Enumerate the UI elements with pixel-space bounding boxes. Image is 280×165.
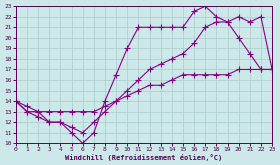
X-axis label: Windchill (Refroidissement éolien,°C): Windchill (Refroidissement éolien,°C)	[65, 154, 223, 161]
